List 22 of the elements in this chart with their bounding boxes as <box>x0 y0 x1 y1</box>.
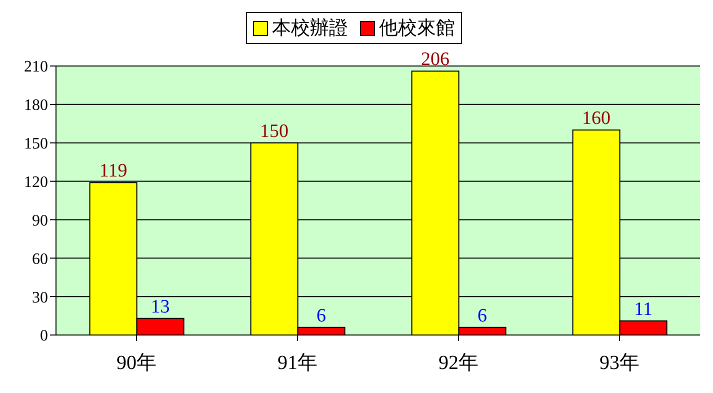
x-tick-label: 93年 <box>600 352 640 374</box>
x-tick-label: 92年 <box>438 352 478 374</box>
y-tick-label: 90 <box>32 212 48 230</box>
data-label: 160 <box>582 108 611 130</box>
data-label: 6 <box>478 305 488 326</box>
data-label: 13 <box>150 296 170 318</box>
legend-label: 本校辦證 <box>271 16 348 41</box>
y-tick-label: 30 <box>32 289 48 306</box>
data-label: 6 <box>316 305 326 326</box>
data-label: 150 <box>260 120 289 142</box>
x-tick-label: 90年 <box>116 352 156 374</box>
data-label: 11 <box>634 298 652 320</box>
y-tick-label: 180 <box>24 97 48 114</box>
x-tick-label: 91年 <box>278 352 318 374</box>
y-tick-label: 210 <box>24 58 48 76</box>
data-label: 206 <box>421 49 450 70</box>
legend-label: 他校來館 <box>378 16 455 41</box>
y-tick-label: 60 <box>32 250 48 268</box>
data-label: 119 <box>99 160 128 182</box>
y-tick-label: 0 <box>40 328 48 345</box>
y-tick-label: 150 <box>24 136 48 153</box>
y-tick-label: 120 <box>24 174 48 191</box>
